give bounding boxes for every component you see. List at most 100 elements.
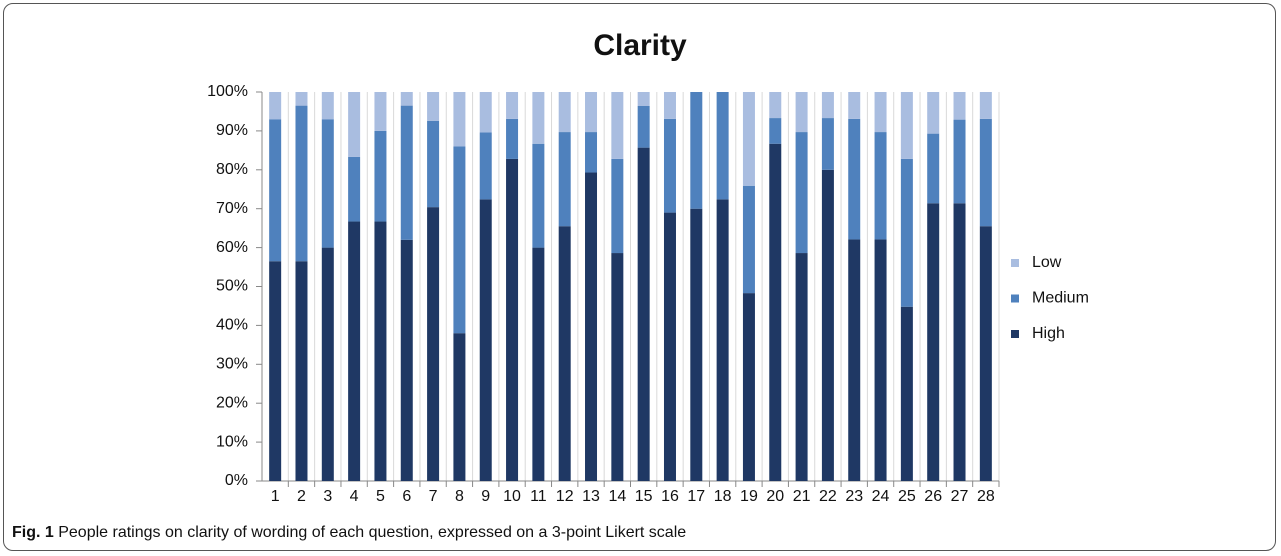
bar-segment — [900, 92, 913, 159]
bar-segment — [637, 92, 650, 107]
bar-segment — [927, 203, 940, 481]
bar-segment — [532, 143, 545, 248]
bar-segment — [585, 132, 598, 173]
bar-segment — [742, 293, 755, 481]
x-tick-label: 24 — [872, 488, 890, 505]
bar-segment — [927, 133, 940, 204]
bar-segment — [374, 92, 387, 131]
bar-segment — [321, 247, 334, 481]
x-tick-label: 6 — [402, 488, 411, 505]
bar-segment — [716, 92, 729, 200]
x-tick-label: 8 — [455, 488, 464, 505]
x-tick-label: 22 — [819, 488, 837, 505]
bar-segment — [427, 92, 440, 121]
bar-segment — [374, 221, 387, 482]
x-tick-label: 4 — [350, 488, 359, 505]
bar-segment — [637, 106, 650, 148]
bar-segment — [374, 130, 387, 222]
x-tick-label: 1 — [271, 488, 280, 505]
x-tick-label: 28 — [977, 488, 995, 505]
y-tick-label: 20% — [216, 394, 248, 411]
bar-segment — [690, 92, 703, 209]
bar-segment — [611, 253, 624, 481]
bar-segment — [821, 92, 834, 119]
bar-segment — [874, 92, 887, 133]
x-tick-label: 7 — [429, 488, 438, 505]
bar-segment — [400, 239, 413, 481]
chart-title: Clarity — [593, 29, 687, 62]
bar-segment — [585, 172, 598, 481]
y-tick-label: 0% — [225, 472, 248, 489]
x-tick-label: 14 — [608, 488, 626, 505]
bar-segment — [506, 158, 519, 481]
bar-segment — [769, 118, 782, 144]
bar-segment — [900, 158, 913, 307]
bar-segment — [769, 92, 782, 119]
bar-segment — [611, 158, 624, 254]
caption: Fig. 1 People ratings on clarity of word… — [12, 524, 686, 541]
x-tick-label: 11 — [530, 488, 547, 505]
x-tick-label: 23 — [845, 488, 863, 505]
bar-segment — [269, 92, 282, 120]
x-tick-label: 5 — [376, 488, 385, 505]
bar-segment — [663, 92, 676, 119]
bar-segment — [953, 203, 966, 481]
x-tick-label: 13 — [582, 488, 600, 505]
bar-segment — [690, 208, 703, 481]
x-tick-label: 3 — [323, 488, 332, 505]
legend-swatch — [1011, 330, 1019, 338]
x-tick-label: 18 — [714, 488, 732, 505]
x-tick-label: 2 — [297, 488, 306, 505]
y-tick-label: 50% — [216, 278, 248, 295]
bar-segment — [295, 92, 308, 106]
bar-segment — [348, 221, 361, 482]
y-tick-label: 70% — [216, 200, 248, 217]
legend-label: Medium — [1032, 290, 1089, 307]
bar-segment — [663, 212, 676, 481]
bar-segment — [348, 156, 361, 222]
bar-segment — [795, 92, 808, 133]
bar-segment — [979, 92, 992, 119]
bar-segment — [453, 333, 466, 481]
x-tick-label: 17 — [687, 488, 705, 505]
bar-segment — [637, 147, 650, 481]
legend-swatch — [1011, 294, 1019, 303]
x-tick-label: 21 — [793, 488, 811, 505]
y-tick-label: 30% — [216, 356, 248, 373]
bar-segment — [716, 199, 729, 481]
x-tick-label: 15 — [635, 488, 653, 505]
y-tick-label: 90% — [216, 122, 248, 139]
legend-swatch — [1011, 259, 1019, 267]
x-tick-label: 26 — [924, 488, 942, 505]
bar-segment — [427, 120, 440, 208]
bar-segment — [321, 92, 334, 120]
bar-segment — [479, 199, 492, 481]
x-tick-label: 9 — [481, 488, 490, 505]
bar-segment — [400, 92, 413, 106]
bar-segment — [321, 119, 334, 248]
bar-segment — [979, 118, 992, 227]
bar-segment — [269, 119, 282, 262]
bar-segment — [848, 239, 861, 481]
bar-segment — [900, 306, 913, 481]
bar-segment — [295, 261, 308, 481]
bar-segment — [453, 92, 466, 147]
bar-segment — [400, 105, 413, 240]
bar-segment — [742, 92, 755, 186]
bar-segment — [821, 118, 834, 170]
legend-label: Low — [1032, 254, 1062, 271]
bar-segment — [295, 105, 308, 262]
bar-segment — [953, 119, 966, 204]
bar-segment — [453, 146, 466, 334]
bar-segment — [795, 132, 808, 254]
bar-segment — [427, 207, 440, 482]
bar-segment — [611, 92, 624, 159]
x-tick-label: 10 — [503, 488, 521, 505]
bar-segment — [927, 92, 940, 134]
x-tick-label: 19 — [740, 488, 758, 505]
y-tick-label: 80% — [216, 161, 248, 178]
bar-segment — [848, 92, 861, 119]
bar-segment — [479, 92, 492, 133]
bar-segment — [506, 92, 519, 119]
